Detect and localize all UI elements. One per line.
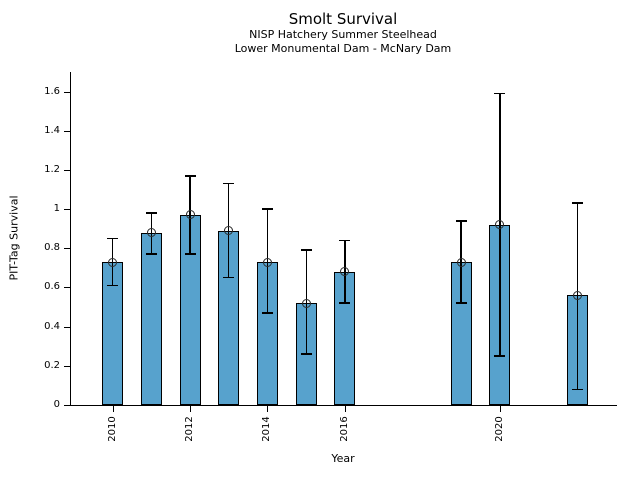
- error-cap-top-2016: [339, 239, 351, 242]
- error-cap-bottom-2019: [455, 302, 467, 304]
- chart-title: Smolt Survival: [288, 10, 398, 28]
- y-tick-label: 1.2: [44, 163, 60, 175]
- y-tick-label: 1: [53, 203, 60, 215]
- chart-subtitle-line1: NISP Hatchery Summer Steelhead: [249, 28, 437, 41]
- y-tick-mark: [64, 365, 70, 367]
- y-tick-mark: [64, 326, 70, 328]
- point-marker-2022: [572, 290, 582, 300]
- chart-subtitle-line2: Lower Monumental Dam - McNary Dam: [234, 42, 452, 55]
- x-tick-mark: [112, 406, 114, 412]
- y-tick-mark: [64, 248, 70, 250]
- error-cap-bottom-2014: [261, 312, 273, 314]
- y-tick-label: 0.8: [44, 242, 60, 254]
- y-axis-spine: [70, 72, 71, 406]
- x-axis-label: Year: [331, 452, 355, 465]
- title-block: Smolt Survival NISP Hatchery Summer Stee…: [70, 10, 616, 56]
- y-tick-label: 0.4: [44, 320, 60, 332]
- x-tick-label: 2016: [338, 416, 350, 442]
- point-marker-2013: [224, 226, 234, 236]
- error-cap-bottom-2020: [494, 355, 506, 357]
- y-tick-mark: [64, 405, 70, 406]
- point-marker-2011: [146, 228, 156, 238]
- x-tick-label: 2020: [493, 416, 505, 442]
- error-cap-top-2010: [107, 237, 119, 240]
- y-tick-label: 1.6: [44, 85, 60, 97]
- error-cap-top-2012: [184, 175, 196, 177]
- point-marker-2019: [456, 257, 466, 267]
- x-tick-mark: [267, 406, 269, 412]
- y-tick-label: 0.6: [44, 281, 60, 293]
- error-cap-bottom-2011: [145, 253, 157, 255]
- y-tick-label: 1.4: [44, 124, 60, 136]
- x-tick-mark: [344, 406, 346, 412]
- x-axis-spine: [70, 405, 617, 406]
- y-tick-mark: [64, 209, 70, 211]
- bar-2011: [140, 232, 162, 405]
- point-marker-2012: [185, 210, 195, 220]
- x-tick-label: 2014: [261, 416, 273, 442]
- y-tick-label: 0: [53, 399, 60, 410]
- x-tick-label: 2010: [106, 416, 118, 442]
- error-cap-bottom-2016: [339, 302, 351, 304]
- error-cap-bottom-2015: [300, 353, 312, 355]
- error-cap-top-2020: [494, 92, 506, 95]
- error-cap-bottom-2022: [571, 388, 583, 391]
- error-cap-top-2022: [571, 202, 583, 205]
- error-cap-bottom-2010: [107, 284, 119, 287]
- point-marker-2016: [340, 267, 350, 277]
- y-tick-mark: [64, 287, 70, 289]
- point-marker-2015: [301, 298, 311, 308]
- x-tick-label: 2012: [184, 416, 196, 442]
- error-cap-bottom-2012: [184, 253, 196, 255]
- error-cap-top-2014: [261, 208, 273, 210]
- error-cap-top-2019: [455, 220, 467, 222]
- y-tick-mark: [64, 91, 70, 93]
- y-tick-label: 0.2: [44, 359, 60, 371]
- point-marker-2010: [108, 257, 118, 267]
- point-marker-2014: [262, 257, 272, 267]
- error-cap-top-2011: [145, 212, 157, 214]
- error-cap-top-2015: [300, 249, 312, 252]
- x-tick-mark: [190, 406, 192, 412]
- point-marker-2020: [495, 220, 505, 230]
- x-tick-mark: [499, 406, 501, 412]
- y-tick-mark: [64, 169, 70, 171]
- y-tick-mark: [64, 130, 70, 132]
- error-cap-top-2013: [223, 182, 235, 185]
- error-cap-bottom-2013: [223, 276, 235, 279]
